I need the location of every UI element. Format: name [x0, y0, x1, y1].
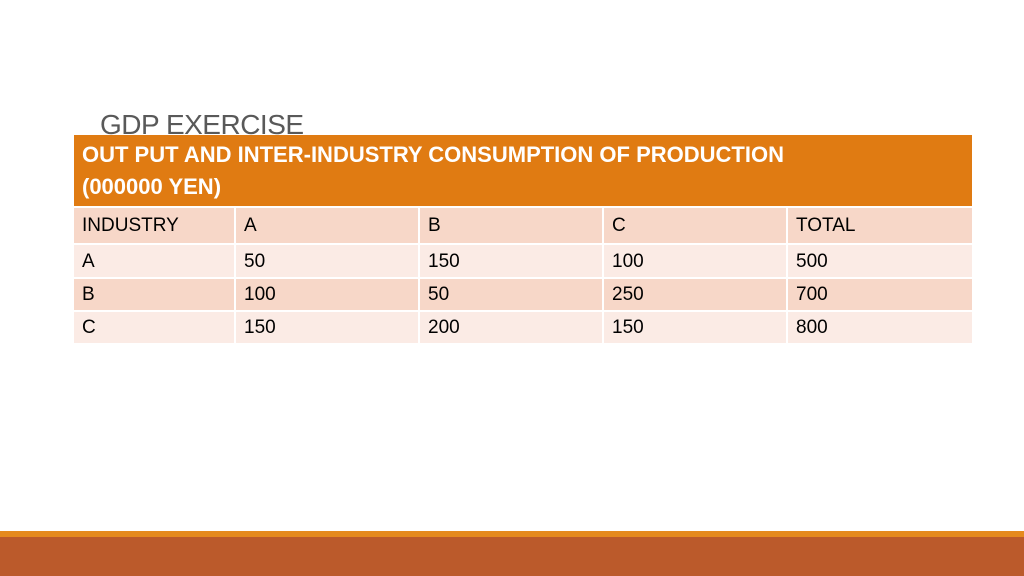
column-header-industry: INDUSTRY [74, 208, 235, 245]
table-header-line-1: OUT PUT AND INTER-INDUSTRY CONSUMPTION O… [82, 142, 784, 167]
footer-band [0, 537, 1024, 576]
column-header-row: INDUSTRY A B C TOTAL [74, 208, 972, 245]
table-cell: A [74, 244, 235, 279]
table-cell: 700 [786, 278, 972, 312]
table-cell: 100 [602, 244, 787, 279]
slide-title: GDP EXERCISE [100, 109, 304, 140]
table-header-line-2: (000000 YEN) [82, 174, 222, 199]
table-cell: C [74, 311, 235, 345]
table-row: A 50 150 100 500 [74, 244, 972, 279]
table-cell: 250 [602, 278, 787, 312]
footer-accent-stripe [0, 531, 1024, 537]
table-cell: 150 [602, 311, 787, 345]
table-cell: 150 [234, 311, 419, 345]
table-cell: 50 [418, 278, 603, 312]
table-cell: 800 [786, 311, 972, 345]
data-grid: INDUSTRY A B C TOTAL A 50 150 100 500 B … [74, 208, 972, 345]
table-cell: 100 [234, 278, 419, 312]
data-table: OUT PUT AND INTER-INDUSTRY CONSUMPTION O… [74, 135, 972, 345]
column-header-b: B [418, 208, 603, 245]
table-cell: 50 [234, 244, 419, 279]
column-header-a: A [234, 208, 419, 245]
table-cell: 200 [418, 311, 603, 345]
table-header: OUT PUT AND INTER-INDUSTRY CONSUMPTION O… [74, 135, 972, 208]
table-cell: 500 [786, 244, 972, 279]
table-row: B 100 50 250 700 [74, 278, 972, 312]
column-header-c: C [602, 208, 787, 245]
table-cell: 150 [418, 244, 603, 279]
table-cell: B [74, 278, 235, 312]
column-header-total: TOTAL [786, 208, 972, 245]
table-row: C 150 200 150 800 [74, 311, 972, 345]
